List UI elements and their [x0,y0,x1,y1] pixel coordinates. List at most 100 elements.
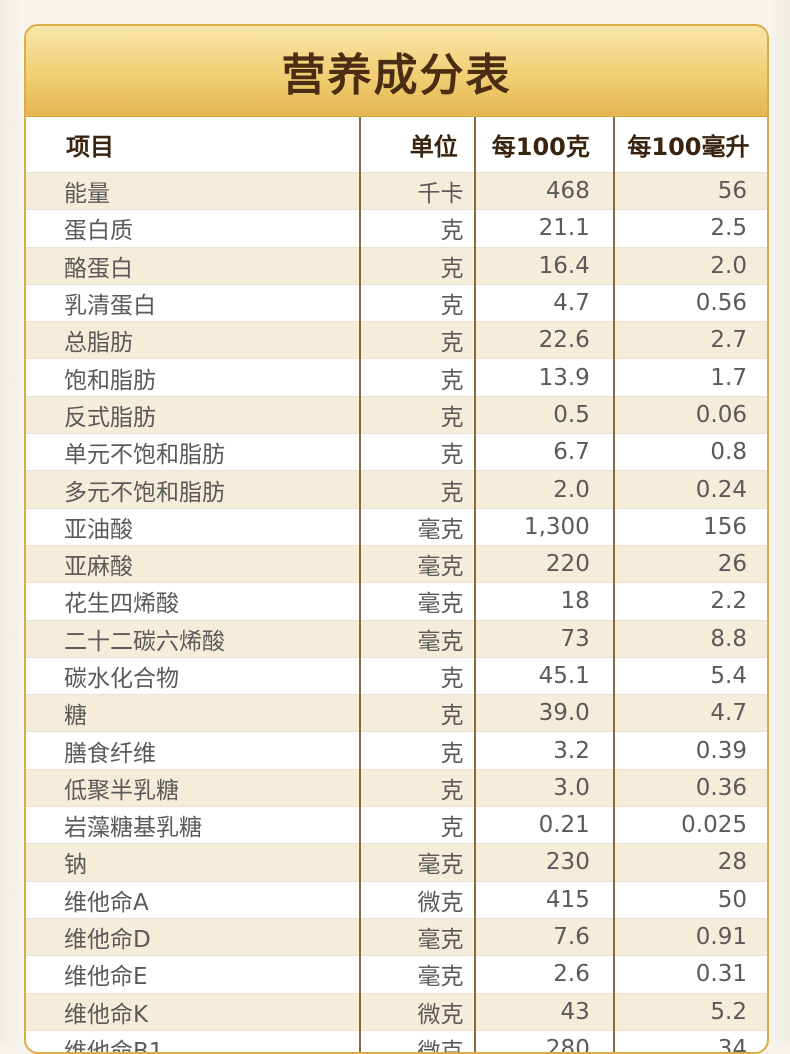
row-per100ml: 0.24 [695,476,747,503]
row-name: 亚油酸 [64,516,133,543]
row-per100ml: 1.7 [710,364,747,391]
table-row: 钠 毫克 230 28 [26,844,767,882]
row-per100g: 21.1 [538,215,590,242]
row-per100ml: 156 [703,513,747,540]
row-per100g: 39.0 [538,700,590,727]
table-header-row: 项目 单位 每100克 每100毫升 [26,117,767,173]
row-name: 维他命K [64,1001,149,1028]
row-unit: 克 [440,479,464,506]
row-name: 低聚半乳糖 [64,777,179,804]
row-per100g: 43 [560,998,590,1025]
row-per100ml: 8.8 [710,625,747,652]
table-row: 膳食纤维 克 3.2 0.39 [26,732,767,770]
row-name: 单元不饱和脂肪 [64,442,225,469]
row-unit: 克 [440,815,464,842]
table-row: 酪蛋白 克 16.4 2.0 [26,247,767,285]
row-unit: 毫克 [417,927,464,954]
row-name: 总脂肪 [64,330,133,357]
table-row: 单元不饱和脂肪 克 6.7 0.8 [26,434,767,472]
table-row: 岩藻糖基乳糖 克 0.21 0.025 [26,807,767,845]
table-row: 维他命D 毫克 7.6 0.91 [26,918,767,957]
row-name: 钠 [64,852,87,879]
row-per100ml: 2.5 [710,215,747,242]
row-unit: 克 [440,218,464,245]
title-bar: 营养成分表 [26,26,767,117]
row-unit: 克 [440,367,464,394]
row-unit: 千卡 [417,181,464,208]
row-name: 能量 [64,181,110,208]
row-per100ml: 0.8 [710,439,747,466]
row-name: 反式脂肪 [64,404,156,431]
row-name: 维他命D [64,927,151,954]
row-per100g: 3.2 [553,737,590,764]
row-unit: 克 [440,330,464,357]
row-unit: 克 [440,404,464,431]
row-per100g: 16.4 [538,252,590,279]
column-divider [613,117,615,1052]
table-body: 能量 千卡 468 56 蛋白质克 21.1 2.5 酪蛋白克 16.4 2.0 乳清蛋白克 4.7 0… [26,173,767,1054]
row-per100g: 7.6 [553,924,590,951]
row-name: 饱和脂肪 [64,367,156,394]
row-per100g: 18 [560,588,590,615]
row-per100g: 4.7 [553,290,590,317]
row-unit: 毫克 [417,964,464,991]
row-per100g: 73 [560,625,590,652]
row-unit: 毫克 [417,554,464,581]
row-name: 花生四烯酸 [64,591,179,618]
row-name: 岩藻糖基乳糖 [64,815,202,842]
row-name: 糖 [64,703,87,730]
row-per100g: 3.0 [553,774,590,801]
row-unit: 毫克 [417,516,464,543]
table-row: 多元不饱和脂肪 克 2.0 0.24 [26,471,767,509]
row-per100ml: 2.7 [710,327,747,354]
table-row: 维他命E 毫克 2.6 0.31 [26,956,767,994]
row-per100g: 0.5 [553,401,590,428]
table-row: 二十二碳六烯酸 毫克 73 8.8 [26,620,767,658]
row-per100ml: 0.31 [695,961,747,988]
row-name: 维他命E [64,964,148,991]
row-name: 二十二碳六烯酸 [64,628,225,655]
table-row: 维他命A 微克 415 50 [26,882,767,919]
row-per100g: 45.1 [538,663,590,689]
row-per100g: 280 [545,1035,590,1054]
row-unit: 克 [440,777,464,804]
table-row: 糖 克 39.0 4.7 [26,695,767,733]
row-per100ml: 0.025 [681,812,747,839]
row-per100g: 2.6 [553,961,590,988]
column-divider [474,117,476,1052]
row-per100g: 22.6 [538,327,590,354]
row-unit: 克 [440,740,464,767]
row-per100g: 0.21 [538,812,590,839]
table-row: 反式脂肪 克 0.5 0.06 [26,396,767,435]
row-unit: 克 [440,255,464,282]
row-name: 维他命B1 [64,1038,164,1054]
row-name: 乳清蛋白 [64,293,156,320]
row-per100g: 6.7 [553,439,590,466]
table-row: 低聚半乳糖 克 3.0 0.36 [26,769,767,808]
nutrition-table-card: 营养成分表 项目 单位 每100克 每100毫升 能量 千卡 468 56 蛋白质克 21… [24,24,769,1054]
row-per100ml: 26 [717,551,747,578]
row-per100ml: 2.0 [710,252,747,279]
row-per100g: 415 [545,886,590,913]
row-per100ml: 0.56 [695,290,747,317]
row-per100ml: 4.7 [710,700,747,727]
nutrition-table: 项目 单位 每100克 每100毫升 能量 千卡 468 56 蛋白质克 21.1 2.5 酪… [26,117,767,1054]
column-divider [359,117,361,1052]
background-left [0,0,24,1041]
table-row: 亚麻酸 毫克 220 26 [26,545,767,584]
table-row: 维他命B1 微克 280 34 [26,1031,767,1054]
row-unit: 克 [440,293,464,320]
header-name: 项目 [66,133,114,161]
row-unit: 毫克 [417,591,464,618]
row-per100g: 220 [545,551,590,578]
table-row: 亚油酸 毫克 1,300 156 [26,509,767,546]
row-per100g: 2.0 [553,476,590,503]
row-per100g: 468 [545,178,590,205]
header-per100g: 每100克 [491,133,590,161]
row-per100ml: 5.2 [710,998,747,1025]
row-per100ml: 50 [717,886,747,913]
row-unit: 克 [440,703,464,730]
table-row: 能量 千卡 468 56 [26,173,767,211]
row-unit: 微克 [417,1038,464,1054]
table-row: 碳水化合物 克 45.1 5.4 [26,658,767,696]
